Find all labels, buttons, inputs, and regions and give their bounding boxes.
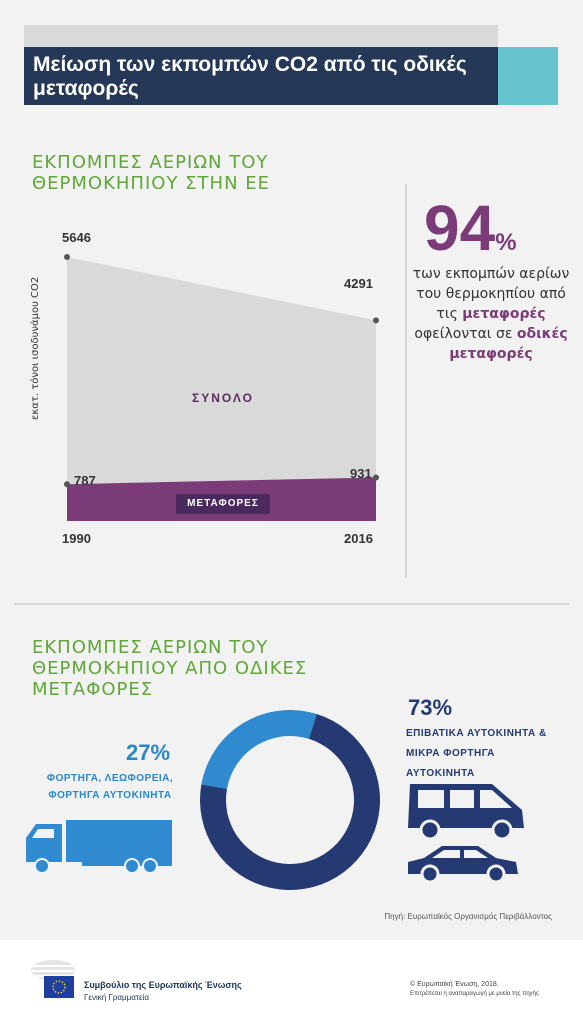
point-transport-2016 <box>373 474 379 481</box>
y-axis-label: εκατ. τόνοι ισοδυνάμου CO2 <box>30 276 41 420</box>
horizontal-divider <box>14 603 569 605</box>
x-tick-2016: 2016 <box>344 531 373 546</box>
footer <box>0 940 583 1024</box>
stat-highlight-1: μεταφορές <box>462 306 546 322</box>
value-transport-1990: 787 <box>74 473 96 488</box>
car-icon <box>408 846 518 884</box>
point-total-2016 <box>373 317 379 324</box>
stat-number: 94 <box>424 192 496 264</box>
stat-highlight-2: οδικές μεταφορές <box>449 326 568 362</box>
copyright: © Ευρωπαϊκή Ένωση, 2018. <box>410 981 499 988</box>
point-total-1990 <box>64 254 70 260</box>
eu-flag-icon <box>44 976 74 998</box>
org-name: Συμβούλιο της Ευρωπαϊκής Ένωσης <box>84 980 242 990</box>
stat-text-2: οφείλονται σε <box>414 326 513 342</box>
pct-trucks: 27% <box>126 740 171 765</box>
header-banner <box>24 47 498 105</box>
value-total-2016: 4291 <box>344 276 373 291</box>
x-tick-1990: 1990 <box>62 531 91 546</box>
van-icon <box>408 784 524 841</box>
label-transport: ΜΕΤΑΦΟΡΕΣ <box>176 494 270 514</box>
source-note: Πηγή: Ευρωπαϊκός Οργανισμός Περιβάλλοντο… <box>384 912 552 921</box>
stat-big-number: 94% <box>424 192 517 279</box>
org-subtitle: Γενική Γραμματεία <box>84 993 149 1002</box>
slice-trucks-buses <box>201 710 317 789</box>
vertical-divider <box>405 184 407 578</box>
chart1-title: ΕΚΠΟΜΠΕΣ ΑΕΡΙΩΝ ΤΟΥ ΘΕΡΜΟΚΗΠΙΟΥ ΣΤΗΝ ΕΕ <box>32 152 270 194</box>
stat-percent: % <box>495 229 517 256</box>
point-transport-1990 <box>64 481 70 488</box>
chart2-title: ΕΚΠΟΜΠΕΣ ΑΕΡΙΩΝ ΤΟΥ ΘΕΡΜΟΚΗΠΙΟΥ ΑΠΟ ΟΔΙΚ… <box>32 637 308 700</box>
truck-icon <box>26 820 172 874</box>
slice-passenger-cars <box>200 714 380 890</box>
page-title: Μείωση των εκπομπών CO2 από τις οδικές μ… <box>33 53 467 100</box>
label-trucks: ΦΟΡΤΗΓΑ, ΛΕΩΦΟΡΕΙΑ, ΦΟΡΤΗΓΑ ΑΥΤΟΚΙΝΗΤΑ <box>46 773 174 801</box>
stat-description: των εκπομπών αερίων του θερμοκηπίου από … <box>408 264 574 364</box>
road-transport-donut <box>200 710 380 890</box>
label-cars: ΕΠΙΒΑΤΙΚΑ ΑΥΤΟΚΙΝΗΤΑ & ΜΙΚΡΑ ΦΟΡΤΗΓΑ ΑΥΤ… <box>406 728 547 779</box>
label-total: ΣΥΝΟΛΟ <box>176 387 270 409</box>
stat-text-1: των εκπομπών αερίων του θερμοκηπίου από … <box>412 266 570 322</box>
header-gray-band <box>24 25 498 47</box>
pct-cars: 73% <box>408 695 453 720</box>
value-transport-2016: 931 <box>350 466 372 481</box>
value-total-1990: 5646 <box>62 230 91 245</box>
reuse-note: Επιτρέπεται η αναπαραγωγή με μνεία της π… <box>410 991 539 997</box>
